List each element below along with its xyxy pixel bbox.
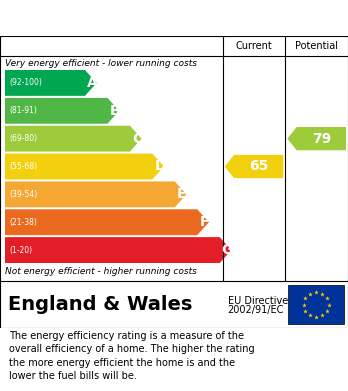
Text: A: A — [87, 76, 98, 90]
Polygon shape — [5, 237, 231, 263]
Polygon shape — [287, 127, 346, 150]
Text: G: G — [222, 243, 233, 257]
Text: (55-68): (55-68) — [9, 162, 37, 171]
Bar — [288, 285, 344, 324]
Text: Not energy efficient - higher running costs: Not energy efficient - higher running co… — [5, 267, 197, 276]
Polygon shape — [5, 181, 187, 207]
Text: The energy efficiency rating is a measure of the
overall efficiency of a home. T: The energy efficiency rating is a measur… — [9, 331, 254, 381]
Text: (81-91): (81-91) — [9, 106, 37, 115]
Text: Very energy efficient - lower running costs: Very energy efficient - lower running co… — [5, 59, 197, 68]
Text: Energy Efficiency Rating: Energy Efficiency Rating — [9, 11, 219, 25]
Text: D: D — [155, 160, 166, 174]
Polygon shape — [5, 209, 209, 235]
Text: Potential: Potential — [295, 41, 338, 51]
Text: 2002/91/EC: 2002/91/EC — [228, 305, 284, 314]
Text: (92-100): (92-100) — [9, 79, 42, 88]
Polygon shape — [5, 154, 164, 179]
Polygon shape — [225, 155, 283, 178]
Text: 65: 65 — [249, 160, 268, 174]
Polygon shape — [5, 70, 97, 96]
Text: (1-20): (1-20) — [9, 246, 32, 255]
Text: F: F — [199, 215, 209, 229]
Text: EU Directive: EU Directive — [228, 296, 288, 305]
Text: England & Wales: England & Wales — [8, 295, 192, 314]
Text: (21-38): (21-38) — [9, 218, 37, 227]
Text: Current: Current — [236, 41, 272, 51]
Text: E: E — [177, 187, 186, 201]
Polygon shape — [5, 98, 119, 124]
Text: C: C — [132, 132, 142, 145]
Text: 79: 79 — [312, 132, 331, 145]
Polygon shape — [5, 126, 142, 152]
Text: B: B — [110, 104, 120, 118]
Text: (69-80): (69-80) — [9, 134, 37, 143]
Text: (39-54): (39-54) — [9, 190, 37, 199]
